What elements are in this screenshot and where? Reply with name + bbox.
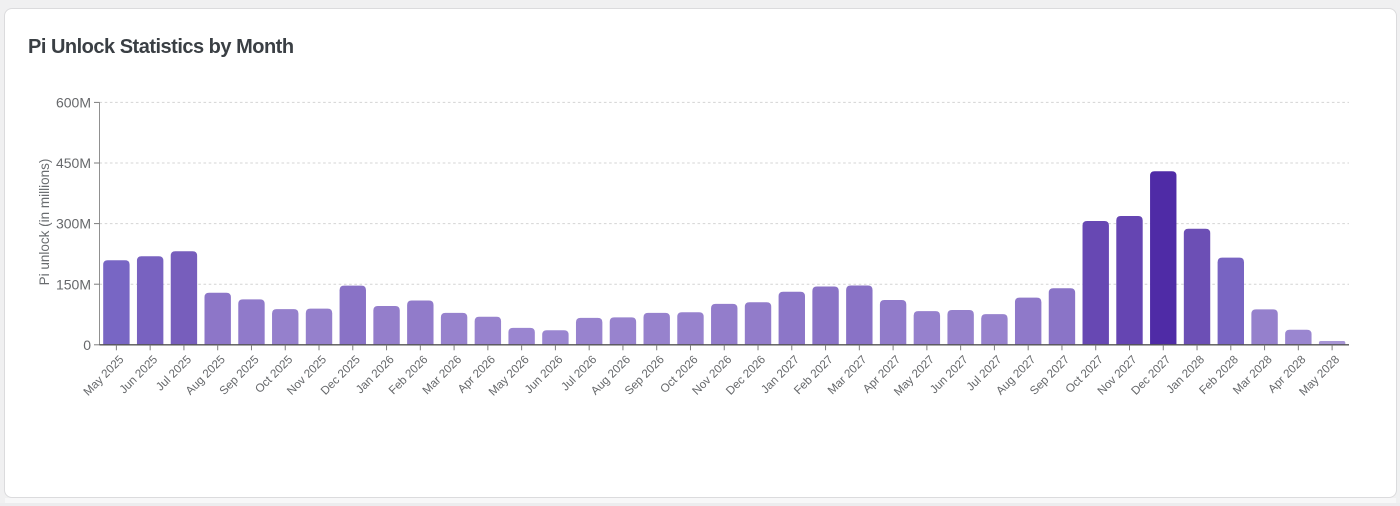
svg-text:Jun 2025: Jun 2025 — [117, 353, 161, 397]
svg-text:0: 0 — [83, 337, 91, 353]
svg-text:Pi unlock (in millions): Pi unlock (in millions) — [37, 159, 52, 286]
svg-text:450M: 450M — [56, 155, 91, 171]
svg-text:150M: 150M — [56, 276, 91, 292]
svg-text:600M: 600M — [56, 95, 91, 111]
svg-text:May 2025: May 2025 — [81, 353, 127, 399]
svg-text:300M: 300M — [56, 216, 91, 232]
